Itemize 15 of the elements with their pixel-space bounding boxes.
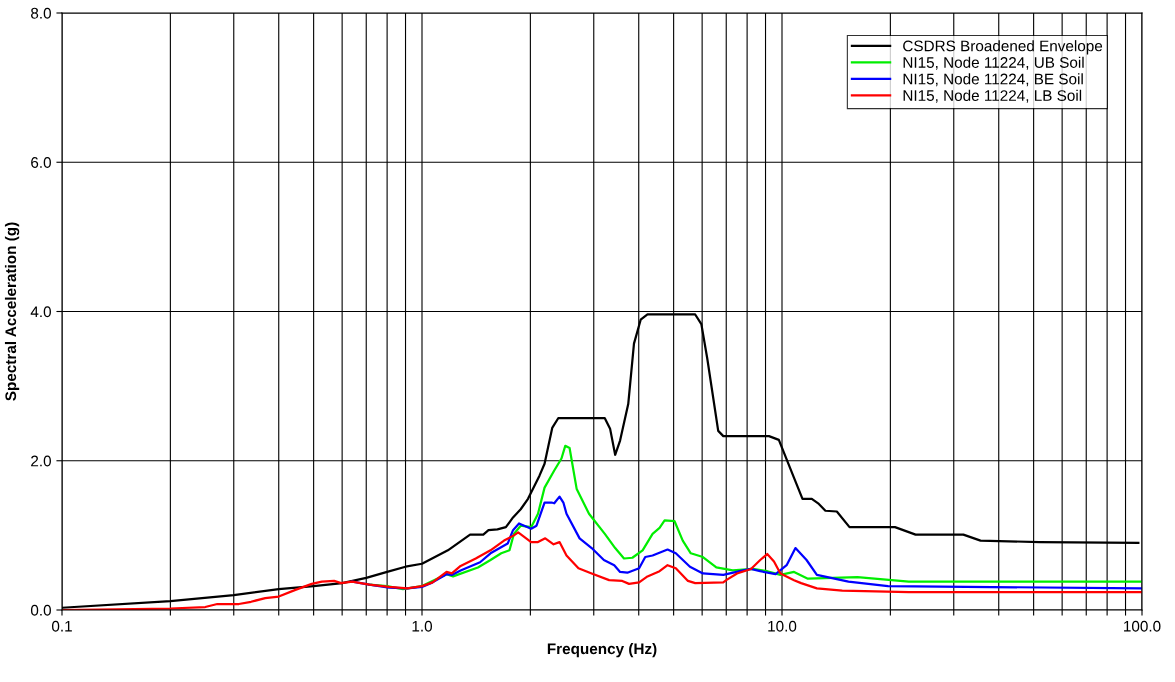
x-axis-title: Frequency (Hz) xyxy=(547,642,657,658)
y-tick-label: 4.0 xyxy=(30,306,51,318)
y-tick-label: 8.0 xyxy=(31,7,51,19)
legend-label: CSDRS Broadened Envelope xyxy=(903,40,1103,55)
y-tick-label: 6.0 xyxy=(31,157,51,168)
legend-label: NI15, Node 11224, UB Soil xyxy=(903,56,1084,70)
legend-label: NI15, Node 11224, LB Soil xyxy=(903,89,1082,103)
y-tick-label: 2.0 xyxy=(31,455,51,467)
legend-label: NI15, Node 11224, BE Soil xyxy=(903,73,1083,87)
y-axis-title: Spectral Acceleration (g) xyxy=(4,222,20,401)
y-tick-label: 0.0 xyxy=(30,604,51,616)
x-tick-label: 100.0 xyxy=(1124,620,1161,632)
x-tick-label: 0.1 xyxy=(51,620,72,632)
x-tick-label: 1.0 xyxy=(412,620,433,632)
x-tick-label: 10.0 xyxy=(768,620,797,632)
